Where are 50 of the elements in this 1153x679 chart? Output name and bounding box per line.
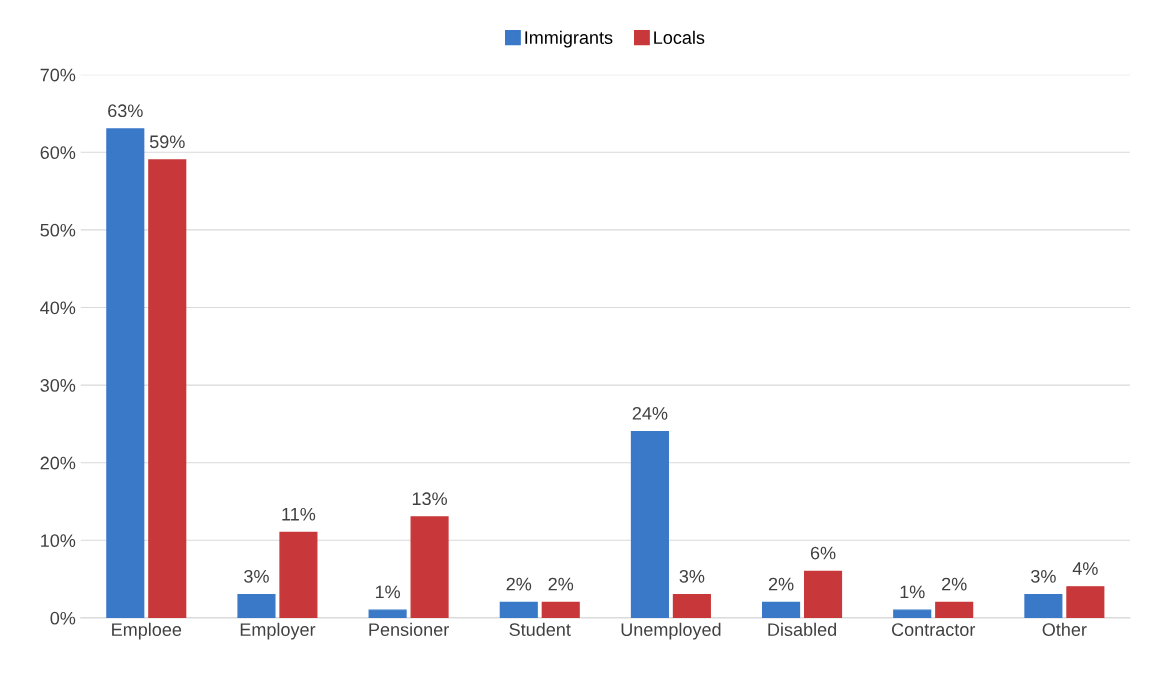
legend-label: Locals bbox=[654, 30, 705, 45]
data-label: 3% bbox=[679, 569, 705, 583]
data-label: 2% bbox=[942, 577, 967, 591]
bar bbox=[368, 609, 407, 618]
data-label: 2% bbox=[506, 577, 532, 591]
data-label: 11% bbox=[282, 507, 316, 521]
x-tick-label: Other bbox=[1042, 622, 1087, 637]
data-label: 24% bbox=[632, 406, 668, 420]
bar bbox=[1024, 593, 1063, 618]
y-tick-label: 50% bbox=[40, 223, 76, 237]
bar bbox=[893, 609, 932, 618]
y-tick-label: 10% bbox=[41, 534, 76, 548]
data-label: 1% bbox=[900, 585, 925, 599]
y-tick-label: 70% bbox=[40, 68, 76, 82]
data-label: 3% bbox=[1031, 569, 1056, 583]
x-tick-label: Student bbox=[509, 622, 571, 637]
bar bbox=[630, 430, 669, 618]
bar bbox=[762, 601, 801, 618]
y-tick-label: 30% bbox=[40, 379, 76, 392]
x-tick-label: Emploee bbox=[112, 622, 182, 640]
legend-label: Immigrants bbox=[525, 30, 613, 48]
data-label: 63% bbox=[108, 104, 143, 118]
bar bbox=[499, 601, 538, 618]
data-label: 1% bbox=[375, 585, 401, 599]
x-tick-label: Employer bbox=[240, 622, 316, 640]
bar bbox=[148, 159, 187, 618]
x-tick-label: Unemployed bbox=[621, 622, 721, 640]
bar bbox=[541, 601, 580, 618]
x-tick-label: Pensioner bbox=[369, 622, 449, 637]
y-tick-label: 40% bbox=[40, 301, 76, 315]
bar bbox=[1066, 586, 1105, 618]
bar bbox=[803, 570, 843, 618]
y-tick-label: 60% bbox=[40, 146, 76, 160]
bar bbox=[106, 128, 145, 618]
data-label: 3% bbox=[244, 569, 269, 583]
data-label: 2% bbox=[548, 577, 574, 591]
data-label: 4% bbox=[1072, 562, 1098, 575]
data-label: 2% bbox=[768, 577, 794, 591]
data-label: 59% bbox=[149, 135, 185, 149]
bar bbox=[410, 516, 449, 618]
bar bbox=[672, 593, 711, 618]
bar bbox=[237, 593, 276, 618]
x-tick-label: Disabled bbox=[768, 622, 837, 637]
x-tick-label: Contractor bbox=[891, 623, 976, 637]
y-tick-label: 20% bbox=[40, 456, 76, 470]
data-label: 6% bbox=[810, 546, 836, 560]
bar bbox=[935, 601, 974, 618]
data-label: 13% bbox=[412, 492, 448, 506]
bar bbox=[279, 531, 318, 618]
y-tick-label: 0% bbox=[50, 611, 76, 625]
